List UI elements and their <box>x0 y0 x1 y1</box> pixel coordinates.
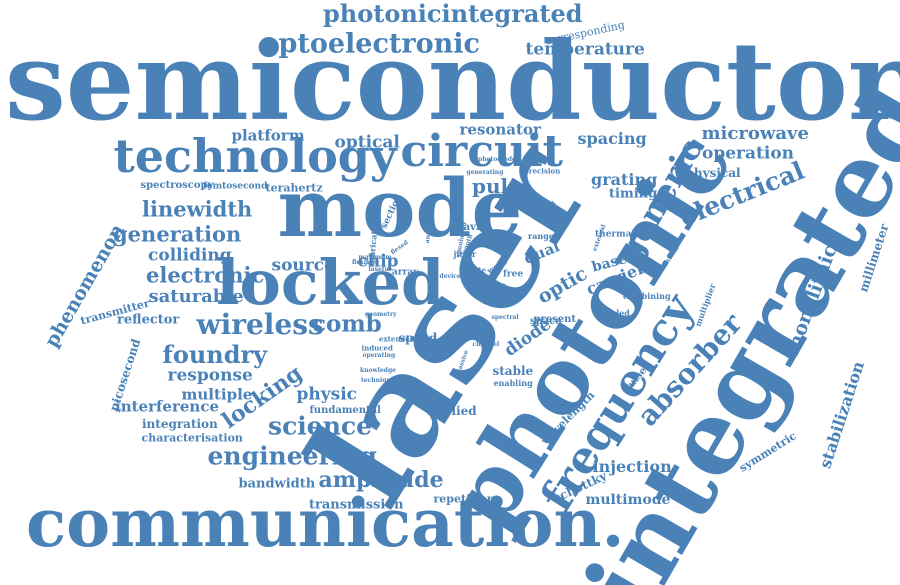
cloud-word: array <box>392 267 419 278</box>
cloud-word: physic <box>296 384 358 405</box>
cloud-word: communication. <box>26 484 625 562</box>
cloud-word: fundamental <box>309 405 381 416</box>
cloud-word: multiple <box>181 385 253 404</box>
cloud-word: mode <box>277 161 523 255</box>
cloud-word: operation <box>702 143 795 164</box>
cloud-word: feature <box>483 299 508 306</box>
cloud-word: present <box>533 314 577 325</box>
cloud-word: stable <box>492 364 534 378</box>
cloud-word: wireless <box>196 308 324 341</box>
cloud-word: resonator <box>459 120 541 139</box>
cloud-word: optoelectronic <box>260 28 480 60</box>
cloud-word: engineering <box>207 441 377 471</box>
cloud-word: comb <box>312 310 382 338</box>
cloud-word: photonicintegrated <box>323 0 583 28</box>
cloud-word: generation <box>113 221 242 247</box>
cloud-word: flexible <box>352 259 377 266</box>
cloud-word: saturable <box>148 286 244 307</box>
cloud-word: science <box>268 411 373 441</box>
cloud-word: ring <box>479 279 499 289</box>
cloud-word: operating <box>362 352 396 359</box>
cloud-word: applied <box>427 404 477 418</box>
cloud-word: technique <box>361 377 395 384</box>
cloud-word: narrow <box>466 329 490 336</box>
cloud-word: technology <box>113 129 397 183</box>
cloud-word: channel <box>472 341 500 348</box>
cloud-word: laseful <box>368 266 392 273</box>
cloud-word: phenomenon <box>40 220 129 352</box>
cloud-word: range <box>528 231 554 241</box>
cloud-word: coupled <box>594 308 630 318</box>
cloud-word: foundry <box>162 340 268 369</box>
cloud-word: circuit <box>400 126 564 177</box>
cloud-word: chip <box>357 251 399 272</box>
cloud-word: speed <box>398 331 438 345</box>
cloud-word: spectral <box>491 314 519 321</box>
cloud-word: microwave <box>701 123 809 144</box>
cloud-word: locked <box>216 246 445 319</box>
cloud-word: pulse <box>472 174 533 198</box>
cloud-word: timing <box>609 186 658 202</box>
cloud-word: reflector <box>117 312 180 328</box>
cloud-word: thermal <box>595 229 635 240</box>
cloud-word: repetition <box>433 492 495 506</box>
cloud-word: spacing <box>577 129 647 148</box>
cloud-word: bandwidth <box>238 476 316 492</box>
cloud-word: generating <box>466 169 504 176</box>
cloud-word: terahertz <box>265 181 323 195</box>
cloud-word: injection <box>592 457 672 476</box>
cloud-word: photodiode <box>478 156 516 163</box>
cloud-word: knowledge <box>360 367 396 374</box>
cloud-word: device <box>439 273 461 280</box>
cloud-word: spectroscopy <box>140 180 214 191</box>
cloud-word: rate <box>470 265 486 275</box>
cloud-word: integration <box>142 417 218 431</box>
cloud-word: platform <box>231 126 305 145</box>
cloud-word: optical <box>334 132 400 153</box>
cloud-word: free <box>503 269 524 280</box>
cloud-word: transmission <box>309 497 404 513</box>
cloud-word: allow <box>461 274 479 281</box>
cloud-word: maximum <box>358 254 392 261</box>
cloud-word: interference <box>115 397 220 416</box>
cloud-word: induced <box>361 343 393 353</box>
cloud-word: semiconductor <box>5 19 900 145</box>
cloud-word: space <box>530 316 562 327</box>
cloud-word: temperature <box>525 39 645 60</box>
cloud-word: grating <box>591 170 658 189</box>
cloud-word: geometry <box>365 311 397 318</box>
cloud-word: femtosecond <box>203 181 268 192</box>
cloud-word: noise <box>509 195 555 214</box>
cloud-word: stabilization <box>815 358 868 471</box>
cloud-word: colliding <box>148 245 232 266</box>
cloud-word: precision <box>524 166 561 176</box>
cloud-word: source <box>271 255 335 276</box>
cloud-word: combining <box>623 291 671 301</box>
cloud-word: approach <box>524 201 556 208</box>
cloud-word: jitter <box>453 249 477 259</box>
cloud-word: multimode <box>585 492 671 508</box>
cloud-word: amplitude <box>318 467 444 493</box>
cloud-word: linewidth <box>142 196 253 222</box>
cloud-word: enabling <box>493 378 533 388</box>
cloud-word: physical <box>685 166 741 180</box>
cloud-word: cavity <box>457 222 491 233</box>
cloud-word: characterisation <box>141 431 243 445</box>
cloud-word: electronic <box>146 262 265 288</box>
cloud-word: response <box>167 365 253 386</box>
cloud-word: extended <box>379 334 415 344</box>
